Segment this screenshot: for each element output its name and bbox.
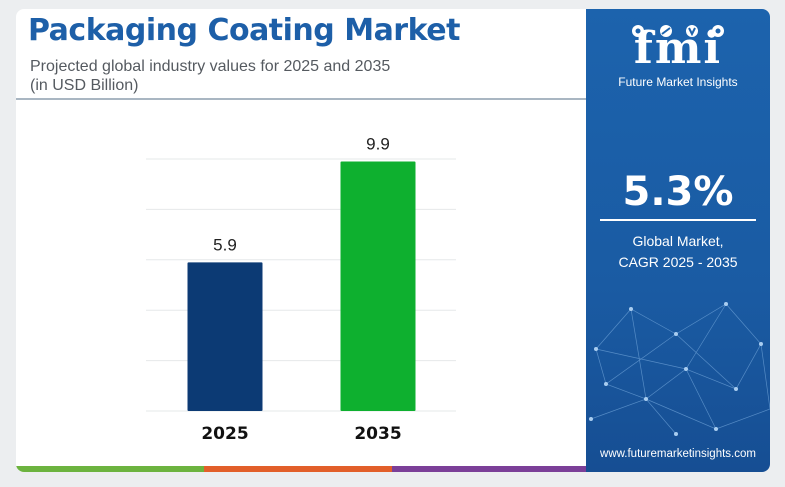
bar-chart: 5.9 2025 9.9 2035 [146, 135, 456, 444]
bottom-accent-bar [16, 466, 586, 472]
cagr-label: Global Market, CAGR 2025 - 2035 [586, 231, 770, 273]
cagr-label-line-1: Global Market, [632, 233, 724, 249]
page-subtitle: Projected global industry values for 202… [30, 57, 390, 95]
website-url: www.futuremarketinsights.com [600, 448, 756, 460]
subtitle-line-2: (in USD Billion) [30, 77, 139, 94]
page-title: Packaging Coating Market [28, 13, 460, 48]
logo-text: fmi [633, 23, 723, 74]
bar-2035 [340, 161, 416, 411]
cagr-label-line-2: CAGR 2025 - 2035 [618, 254, 738, 270]
x-tick-label-2025: 2025 [201, 424, 248, 444]
infographic-card: Packaging Coating Market Projected globa… [16, 9, 770, 472]
fmi-logo: fmi Future Market Insights [586, 19, 770, 90]
x-tick-label-2035: 2035 [354, 424, 401, 444]
data-label-2025: 5.9 [213, 235, 237, 254]
cagr-divider [600, 219, 756, 221]
cagr-value: 5.3% [622, 169, 734, 215]
side-panel: fmi Future Market Insights 5.3% Global M… [586, 9, 770, 472]
data-label-2035: 9.9 [366, 135, 390, 154]
network-pattern-icon [589, 302, 770, 436]
logo-subtitle: Future Market Insights [618, 75, 738, 89]
logo-figures-icon [632, 25, 724, 37]
subtitle-line-1: Projected global industry values for 202… [30, 58, 391, 75]
header-divider [16, 98, 586, 100]
bar-2025 [187, 262, 263, 411]
